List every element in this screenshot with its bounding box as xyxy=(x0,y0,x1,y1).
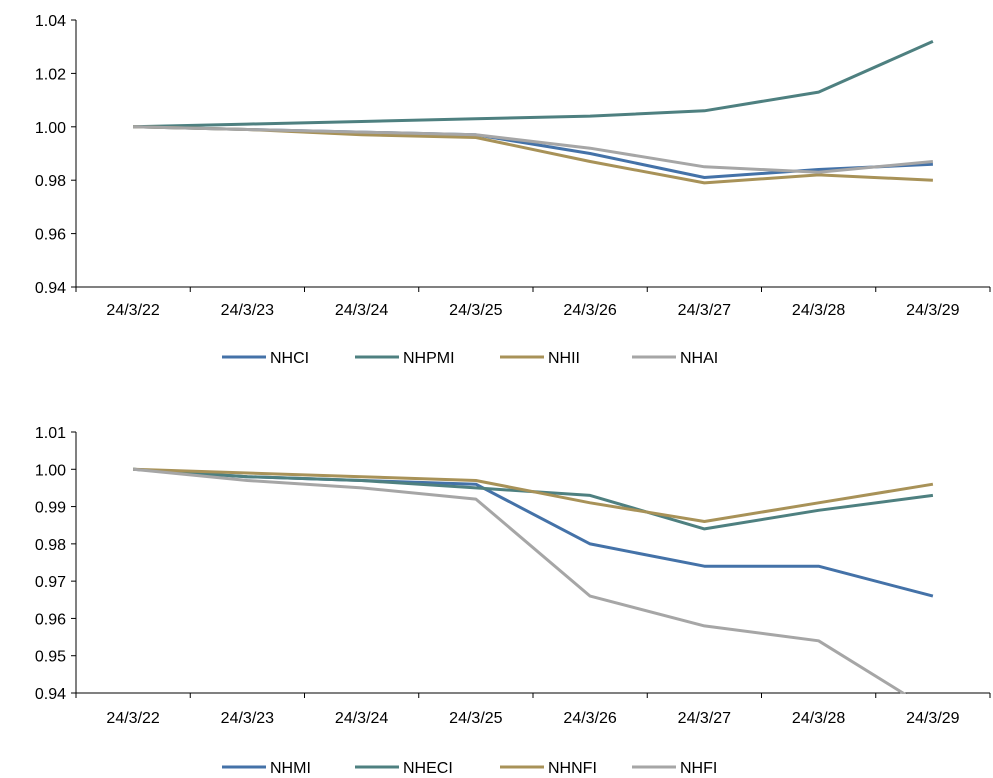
y-tick-label: 0.97 xyxy=(35,574,66,591)
series-lines xyxy=(132,467,934,694)
x-tick-label: 24/3/26 xyxy=(563,710,616,727)
x-tick-label: 24/3/24 xyxy=(335,710,388,727)
series-lines xyxy=(133,40,934,185)
legend: NHCI NHPMI NHII NHAI xyxy=(222,350,718,367)
x-tick-label: 24/3/22 xyxy=(106,302,159,319)
legend-label-nhpmi: NHPMI xyxy=(403,350,455,367)
series-line-nheci xyxy=(133,467,934,531)
series-line-nhci xyxy=(133,125,933,179)
series-line-nhai xyxy=(133,125,934,174)
x-tick-label: 24/3/23 xyxy=(221,710,274,727)
y-tick-label: 1.01 xyxy=(35,425,66,442)
series-line-nhmi xyxy=(133,467,934,598)
y-tick-label: 0.94 xyxy=(35,280,66,297)
x-tick-label: 24/3/26 xyxy=(563,302,616,319)
y-tick-label: 0.98 xyxy=(35,173,66,190)
legend-label-nhii: NHII xyxy=(548,350,580,367)
x-tick-label: 24/3/28 xyxy=(792,710,845,727)
legend-label-nhci: NHCI xyxy=(270,350,309,367)
series-line-nhii xyxy=(133,125,933,185)
legend-label-nheci: NHECI xyxy=(403,760,453,777)
x-tick-label: 24/3/28 xyxy=(792,302,845,319)
y-tick-label: 1.00 xyxy=(35,462,66,479)
y-tick-label: 0.96 xyxy=(35,227,66,244)
y-tick-label: 0.96 xyxy=(35,611,66,628)
x-tick-label: 24/3/25 xyxy=(449,710,502,727)
series-line-nhnfi xyxy=(133,467,934,523)
series-line-nhpmi xyxy=(133,40,934,129)
legend: NHMI NHECI NHNFI NHFI xyxy=(222,760,717,777)
series-line-nhfi xyxy=(132,467,908,694)
y-tick-label: 0.95 xyxy=(35,649,66,666)
legend-label-nhmi: NHMI xyxy=(270,760,311,777)
x-tick-label: 24/3/24 xyxy=(335,302,388,319)
y-tick-label: 0.94 xyxy=(35,686,66,703)
top-line-chart: 0.94 0.96 0.98 1.00 1.02 1.04 24/3/22 24/3/23 24… xyxy=(35,13,991,367)
x-tick-label: 24/3/22 xyxy=(106,710,159,727)
x-tick-label: 24/3/29 xyxy=(906,302,959,319)
y-tick-label: 1.04 xyxy=(35,13,66,30)
legend-label-nhnfi: NHNFI xyxy=(548,760,597,777)
x-tick-label: 24/3/23 xyxy=(221,302,274,319)
y-tick-label: 1.00 xyxy=(35,120,66,137)
y-tick-label: 0.98 xyxy=(35,537,66,554)
y-tick-label: 0.99 xyxy=(35,500,66,517)
legend-label-nhai: NHAI xyxy=(680,350,718,367)
bottom-line-chart: 0.94 0.95 0.96 0.97 0.98 0.99 1.00 1.01 24/3/22 2… xyxy=(35,425,991,777)
legend-label-nhfi: NHFI xyxy=(680,760,717,777)
x-tick-label: 24/3/27 xyxy=(678,710,731,727)
x-tick-label: 24/3/27 xyxy=(678,302,731,319)
y-tick-label: 1.02 xyxy=(35,66,66,83)
x-tick-label: 24/3/29 xyxy=(906,710,959,727)
x-tick-label: 24/3/25 xyxy=(449,302,502,319)
